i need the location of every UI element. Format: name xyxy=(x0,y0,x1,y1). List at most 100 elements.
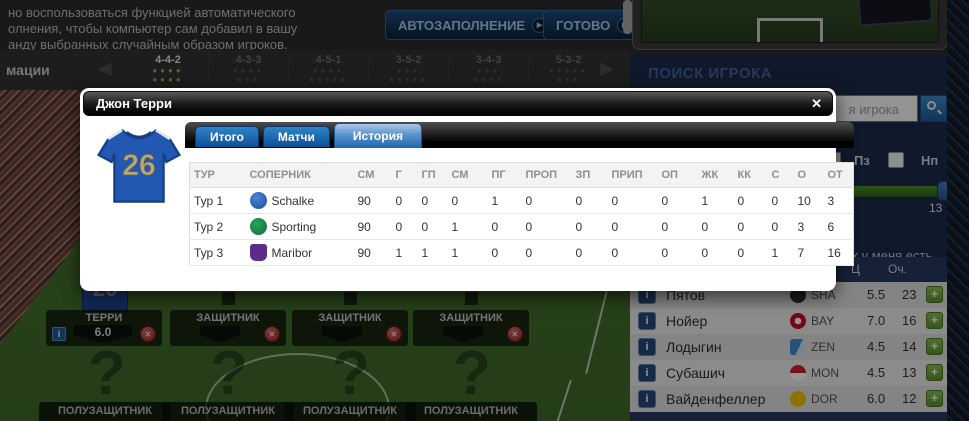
goal-graphic xyxy=(757,18,823,42)
remove-player-button[interactable]: ✕ xyxy=(264,326,280,342)
intro-line: анду выбранных случайным образом игроков… xyxy=(8,37,288,52)
placeholder-question-mark: ? xyxy=(88,339,126,408)
player-slot-defender[interactable]: ЗАЩИТНИК ✕ xyxy=(413,310,529,346)
club-logo-dortmund xyxy=(790,391,806,407)
tab-istoriya[interactable]: История xyxy=(333,123,422,148)
modal-content: Итого Матчи История ТУР СОПЕРНИК СМ xyxy=(185,122,854,278)
jersey-number: 26 xyxy=(92,287,118,301)
empty-slot-shape xyxy=(443,325,483,343)
add-player-button[interactable]: + xyxy=(926,312,943,329)
opponent-name: Sporting xyxy=(271,219,317,234)
search-button[interactable] xyxy=(920,95,947,122)
formation-dots: ●●● xyxy=(556,75,581,84)
formation-strip: мации ◀ 4-4-2 ●●●● ●●●● 4-3-3 ●●●● ●●● 4… xyxy=(0,50,630,90)
search-icon xyxy=(927,101,936,110)
promo-box xyxy=(632,0,948,50)
player-row: i Вайденфеллер DOR 6.0 12 + xyxy=(630,386,947,412)
info-button[interactable]: i xyxy=(638,390,656,408)
player-slot-defender[interactable]: ЗАЩИТНИК ✕ xyxy=(292,310,408,346)
formation-next-arrow[interactable]: ▶ xyxy=(600,58,614,78)
svg-text:26: 26 xyxy=(122,149,155,182)
player-slot-midfielder[interactable]: ПОЛУЗАЩИТНИК xyxy=(405,402,537,421)
card-stub xyxy=(465,292,478,305)
add-player-button[interactable]: + xyxy=(926,390,943,407)
formation-4-3-3[interactable]: 4-3-3 ●●●● ●●● xyxy=(208,52,288,84)
add-player-button[interactable]: + xyxy=(926,364,943,381)
formation-dots: ●●●●● xyxy=(388,75,429,84)
info-button[interactable]: i xyxy=(638,338,656,356)
table-header-row: ТУР СОПЕРНИК СМ Г ГП СМ ПГ ПРОП ЗП ПРИП … xyxy=(189,162,854,188)
done-label: ГОТОВО xyxy=(556,17,611,33)
club-logo-zenit xyxy=(790,339,806,355)
formation-dots: ●●● xyxy=(396,66,421,75)
info-icon[interactable]: i xyxy=(52,327,66,341)
formation-3-4-3[interactable]: 3-4-3 ●●● ●●●● xyxy=(448,52,528,84)
player-details-modal: Джон Терри ✕ 26 Итого Матчи История xyxy=(80,88,854,291)
tab-matchi[interactable]: Матчи xyxy=(262,126,330,147)
placeholder-question-mark: ? xyxy=(453,339,491,408)
placeholder-question-mark: ? xyxy=(210,339,248,408)
opponent-logo-schalke xyxy=(249,192,267,209)
search-placeholder: я игрока xyxy=(848,102,899,117)
player-row: i Нойер BAY 7.0 16 + xyxy=(630,308,947,334)
card-stub xyxy=(344,292,357,305)
formation-4-5-1[interactable]: 4-5-1 ●●●● ●●●●● xyxy=(288,52,368,84)
remove-player-button[interactable]: ✕ xyxy=(386,326,402,342)
formation-prev-arrow[interactable]: ◀ xyxy=(98,58,112,78)
modal-title: Джон Терри xyxy=(96,96,172,111)
player-row: i Субашич MON 4.5 13 + xyxy=(630,360,947,386)
formation-dots: ●●● xyxy=(236,75,261,84)
formation-4-4-2[interactable]: 4-4-2 ●●●● ●●●● xyxy=(128,52,208,84)
add-player-button[interactable]: + xyxy=(926,338,943,355)
info-button[interactable]: i xyxy=(638,364,656,382)
formations-label: мации xyxy=(6,62,50,78)
club-logo-shakhtar xyxy=(790,287,806,303)
club-logo-monaco xyxy=(790,365,806,381)
player-slot-midfielder[interactable]: ПОЛУЗАЩИТНИК xyxy=(162,402,294,421)
filter-label-pz: Пз xyxy=(854,153,870,168)
info-button[interactable]: i xyxy=(638,312,656,330)
sidebar-footer-bar xyxy=(630,412,947,421)
remove-player-button[interactable]: ✕ xyxy=(507,326,523,342)
sidebar-title: ПОИСК ИГРОКА xyxy=(648,65,773,82)
empty-slot-shape xyxy=(200,325,240,343)
empty-slot-shape xyxy=(322,325,362,343)
formation-list: 4-4-2 ●●●● ●●●● 4-3-3 ●●●● ●●● 4-5-1 ●●●… xyxy=(128,52,608,84)
player-row: i Лодыгин ZEN 4.5 14 + xyxy=(630,334,947,360)
table-row: Тур 2 Sporting 90 0 0 1 0 0 0 0 xyxy=(189,213,854,240)
club-logo-bayern xyxy=(790,313,806,329)
intro-line: олнения, чтобы компьютер сам добавил в в… xyxy=(8,21,298,36)
opponent-logo-sporting xyxy=(249,218,267,235)
filter-checkbox-np[interactable] xyxy=(888,152,904,168)
modal-body: 26 Итого Матчи История xyxy=(83,116,854,288)
close-icon[interactable]: ✕ xyxy=(811,96,822,111)
player-price: 6.0 xyxy=(74,325,132,343)
formation-dots: ●●●● xyxy=(152,75,184,84)
player-slot-defender[interactable]: ЗАЩИТНИК ✕ xyxy=(170,310,286,346)
tab-strip: Итого Матчи История xyxy=(185,122,854,148)
background-crowd-image xyxy=(947,0,969,421)
modal-header: Джон Терри ✕ xyxy=(83,91,833,116)
intro-line: но воспользоваться функцией автоматическ… xyxy=(8,5,296,20)
player-slot-midfielder[interactable]: ПОЛУЗАЩИТНИК xyxy=(284,402,416,421)
player-slot-terry[interactable]: ТЕРРИ i 6.0 ✕ xyxy=(46,310,162,346)
formation-5-3-2[interactable]: 5-3-2 ●●●●● ●●● xyxy=(528,52,608,84)
player-slot-midfielder[interactable]: ПОЛУЗАЩИТНИК xyxy=(39,402,171,421)
table-row: Тур 1 Schalke 90 0 0 0 1 0 0 0 xyxy=(189,187,854,214)
points-column-header: Оч. xyxy=(888,262,907,276)
formation-dots: ●●●●● xyxy=(308,75,349,84)
opponent-name: Schalke xyxy=(271,193,315,208)
card-stub xyxy=(222,292,235,305)
formation-dots: ●●●● xyxy=(232,66,265,75)
formation-dots: ●●●● xyxy=(312,66,345,75)
tab-itogo[interactable]: Итого xyxy=(195,126,259,147)
remove-player-button[interactable]: ✕ xyxy=(140,326,156,342)
history-stats-table: ТУР СОПЕРНИК СМ Г ГП СМ ПГ ПРОП ЗП ПРИП … xyxy=(189,162,854,266)
scrollbar[interactable] xyxy=(623,0,632,34)
add-player-button[interactable]: + xyxy=(926,286,943,303)
player-jersey: 26 xyxy=(89,122,185,278)
autofill-label: АВТОЗАПОЛНЕНИЕ xyxy=(398,17,526,33)
formation-3-5-2[interactable]: 3-5-2 ●●● ●●●●● xyxy=(368,52,448,84)
intro-text: но воспользоваться функцией автоматическ… xyxy=(8,5,368,53)
placeholder-question-mark: ? xyxy=(332,339,370,408)
